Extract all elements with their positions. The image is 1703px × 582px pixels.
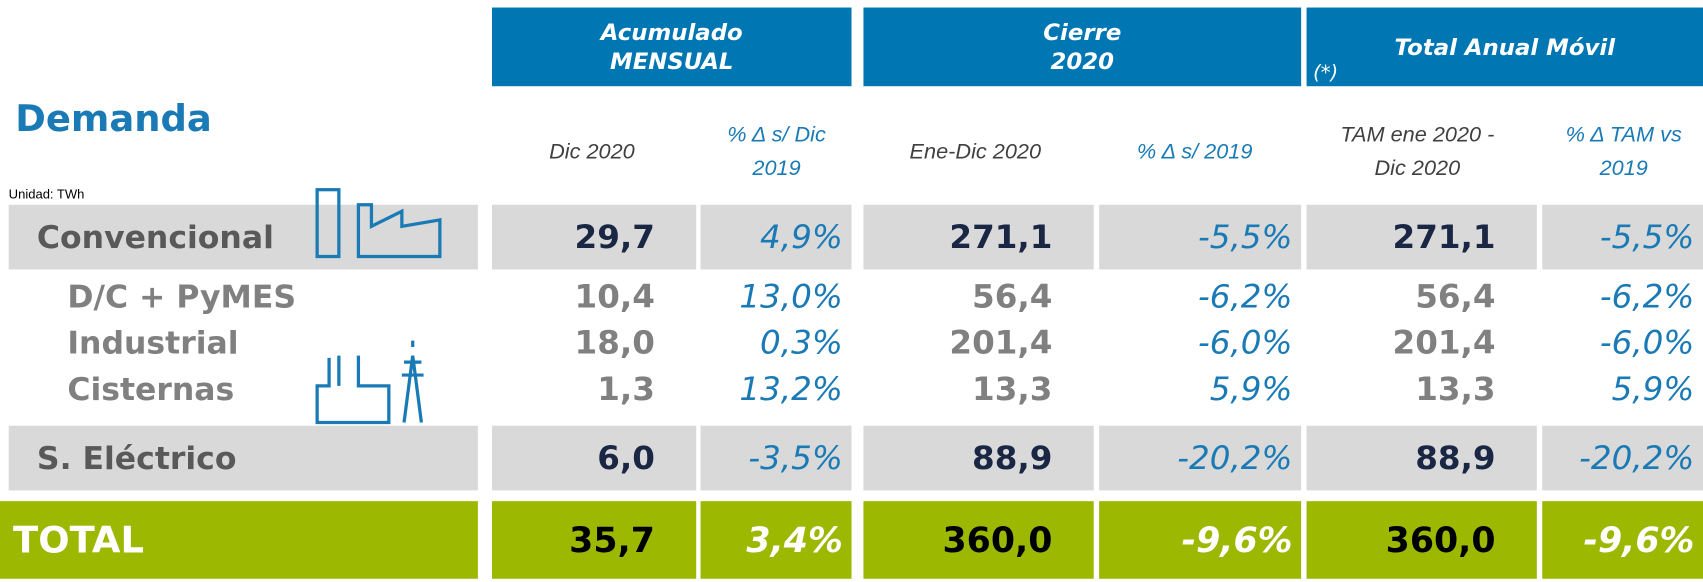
percent-cell: -6,2% xyxy=(1600,278,1694,316)
value-cell: 88,9 xyxy=(1415,439,1495,477)
value-cell: 271,1 xyxy=(949,218,1052,256)
percent-cell: -9,6% xyxy=(1182,521,1293,561)
icon xyxy=(356,203,442,259)
cell-bg xyxy=(1542,204,1703,270)
cell-bg xyxy=(1542,501,1703,579)
header-cell xyxy=(492,7,852,87)
value-cell: 201,4 xyxy=(1393,323,1496,361)
row-label: TOTAL xyxy=(13,519,144,562)
percent-cell: -20,2% xyxy=(1579,439,1694,477)
row-bg xyxy=(0,501,478,579)
cell-bg xyxy=(1306,501,1537,579)
cell-bg xyxy=(1306,425,1537,491)
percent-cell: 0,3% xyxy=(760,323,843,361)
value-cell: 360,0 xyxy=(1386,521,1496,561)
value-cell: 29,7 xyxy=(575,218,655,256)
column-header: % Δ s/ 2019 xyxy=(1137,139,1253,164)
percent-cell: -6,0% xyxy=(1198,323,1292,361)
row-label: Convencional xyxy=(37,220,274,256)
cell-bg xyxy=(1099,425,1302,491)
value-cell: 201,4 xyxy=(949,323,1052,361)
percent-cell: 5,9% xyxy=(1612,370,1695,408)
cell-bg xyxy=(1099,501,1302,579)
value-cell: 10,4 xyxy=(575,278,655,316)
icon xyxy=(315,188,341,259)
column-header: Ene-Dic 2020 xyxy=(910,139,1042,164)
row-bg xyxy=(8,425,478,491)
cell-bg xyxy=(1542,425,1703,491)
cell-bg xyxy=(492,204,697,270)
cell-bg xyxy=(492,425,697,491)
value-cell: 6,0 xyxy=(597,439,655,477)
percent-cell: 3,4% xyxy=(746,521,842,561)
percent-cell: 4,9% xyxy=(760,218,843,256)
cell-bg xyxy=(863,501,1094,579)
value-cell: 1,3 xyxy=(597,370,655,408)
value-cell: 18,0 xyxy=(575,323,655,361)
column-header: % Δ TAM vs xyxy=(1566,122,1682,147)
column-header: Dic 2020 xyxy=(1375,155,1461,180)
icon xyxy=(401,340,424,423)
title: Demanda xyxy=(15,97,212,140)
column-header: % Δ s/ Dic xyxy=(727,122,826,147)
header-cell xyxy=(1306,7,1703,87)
cell-bg xyxy=(700,204,852,270)
cell-bg xyxy=(863,204,1094,270)
cell-bg xyxy=(700,425,852,491)
percent-cell: -3,5% xyxy=(748,439,842,477)
percent-cell: -5,5% xyxy=(1600,218,1694,256)
value-cell: 13,3 xyxy=(1415,370,1495,408)
value-cell: 35,7 xyxy=(569,521,655,561)
icon xyxy=(315,355,391,425)
value-cell: 56,4 xyxy=(1415,278,1495,316)
column-header: 2019 xyxy=(1599,155,1648,180)
value-cell: 271,1 xyxy=(1393,218,1496,256)
unit: Unidad: TWh xyxy=(9,187,85,202)
cell-bg xyxy=(1099,204,1302,270)
cell-bg xyxy=(863,425,1094,491)
value-cell: 88,9 xyxy=(972,439,1052,477)
row-label: D/C + PyMES xyxy=(67,280,296,316)
header-note: (*) xyxy=(1313,61,1338,84)
column-header: Dic 2020 xyxy=(549,139,635,164)
header-text: Acumulado xyxy=(599,20,743,46)
header-cell xyxy=(863,7,1302,87)
percent-cell: -5,5% xyxy=(1198,218,1292,256)
cell-bg xyxy=(1306,204,1537,270)
percent-cell: -6,0% xyxy=(1600,323,1694,361)
percent-cell: 13,0% xyxy=(739,278,842,316)
header-text: 2020 xyxy=(1051,49,1114,75)
value-cell: 56,4 xyxy=(972,278,1052,316)
column-header: TAM ene 2020 - xyxy=(1340,122,1494,147)
value-cell: 360,0 xyxy=(943,521,1053,561)
row-bg xyxy=(8,204,478,270)
row-label: Cisternas xyxy=(67,372,234,408)
header-text: Total Anual Móvil xyxy=(1395,35,1617,61)
cell-bg xyxy=(492,501,697,579)
percent-cell: 5,9% xyxy=(1210,370,1293,408)
percent-cell: 13,2% xyxy=(739,370,842,408)
header-text: Cierre xyxy=(1043,20,1121,46)
percent-cell: -6,2% xyxy=(1198,278,1292,316)
row-label: S. Eléctrico xyxy=(37,441,237,477)
percent-cell: -9,6% xyxy=(1584,521,1695,561)
cell-bg xyxy=(700,501,852,579)
header-text: MENSUAL xyxy=(610,49,733,75)
row-label: Industrial xyxy=(67,325,238,361)
percent-cell: -20,2% xyxy=(1177,439,1292,477)
column-header: 2019 xyxy=(751,155,800,180)
value-cell: 13,3 xyxy=(972,370,1052,408)
icons xyxy=(315,188,442,425)
